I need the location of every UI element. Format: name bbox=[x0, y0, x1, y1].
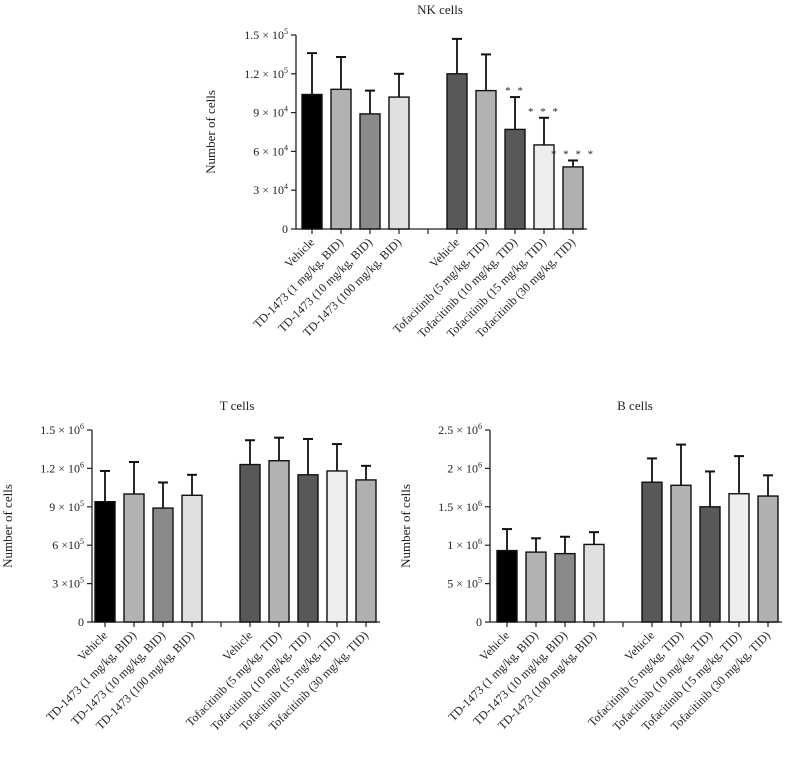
y-tick-label: 6 × 104 bbox=[253, 143, 288, 158]
bar bbox=[728, 493, 750, 623]
y-tick-label: 1.5 × 106 bbox=[40, 422, 84, 437]
bar bbox=[297, 474, 319, 623]
y-tick-label: 1.5 × 105 bbox=[244, 27, 288, 42]
significance-label: * * * bbox=[528, 106, 560, 118]
y-tick-label: 9 × 104 bbox=[253, 105, 288, 120]
y-tick-label: 0 bbox=[282, 222, 288, 236]
bar bbox=[355, 479, 377, 623]
y-tick-label: 1.5 × 106 bbox=[438, 499, 482, 514]
bar bbox=[533, 144, 555, 230]
chart-b-cells: B cells Number of cells 0 5 × 105 1 × 106 1.5… bbox=[398, 398, 782, 734]
y-tick-label: 2.5 × 106 bbox=[438, 422, 482, 437]
y-tick-label: 0 bbox=[78, 615, 84, 629]
bar bbox=[181, 494, 203, 623]
bar bbox=[388, 96, 410, 230]
bar bbox=[239, 463, 261, 623]
bar bbox=[330, 88, 352, 230]
y-axis-label: Number of cells bbox=[0, 484, 15, 568]
bar bbox=[554, 552, 576, 623]
bar bbox=[504, 128, 526, 230]
chart-title: T cells bbox=[220, 398, 255, 413]
bar bbox=[268, 460, 290, 623]
y-tick-label: 9 × 105 bbox=[49, 499, 84, 514]
bar bbox=[301, 93, 323, 230]
y-tick-label: 3 ×105 bbox=[52, 576, 84, 591]
y-tick-label: 6 ×105 bbox=[52, 537, 84, 552]
bar bbox=[562, 166, 584, 230]
y-tick-label: 1 × 106 bbox=[447, 537, 482, 552]
y-tick-label: 1.2 × 106 bbox=[40, 460, 84, 475]
bar bbox=[475, 89, 497, 230]
y-tick-label: 2 × 106 bbox=[447, 460, 482, 475]
bar bbox=[94, 500, 116, 623]
significance-label: * * bbox=[505, 85, 525, 97]
y-tick-label: 3 × 104 bbox=[253, 182, 288, 197]
bar bbox=[670, 484, 692, 623]
bar bbox=[757, 495, 779, 623]
chart-title: B cells bbox=[617, 398, 653, 413]
chart-t-cells: T cells Number of cells 0 3 ×105 6 ×105 9 × 1… bbox=[0, 398, 380, 734]
bar bbox=[641, 481, 663, 623]
bar bbox=[359, 113, 381, 230]
bar bbox=[446, 73, 468, 230]
chart-title: NK cells bbox=[417, 2, 463, 17]
y-axis-label: Number of cells bbox=[398, 484, 413, 568]
bar bbox=[525, 551, 547, 623]
bar bbox=[496, 549, 518, 623]
bar bbox=[326, 470, 348, 623]
chart-nk-cells: NK cells Number of cells 0 3 × 104 6 × 104 9 … bbox=[203, 2, 595, 341]
bar bbox=[123, 493, 145, 623]
y-tick-label: 5 × 105 bbox=[447, 576, 482, 591]
y-tick-label: 1.2 × 105 bbox=[244, 66, 288, 81]
bar bbox=[583, 543, 605, 623]
bar bbox=[699, 506, 721, 623]
y-axis-label: Number of cells bbox=[203, 90, 218, 174]
significance-label: * * * * bbox=[551, 148, 595, 160]
y-tick-label: 0 bbox=[476, 615, 482, 629]
bar bbox=[152, 507, 174, 623]
